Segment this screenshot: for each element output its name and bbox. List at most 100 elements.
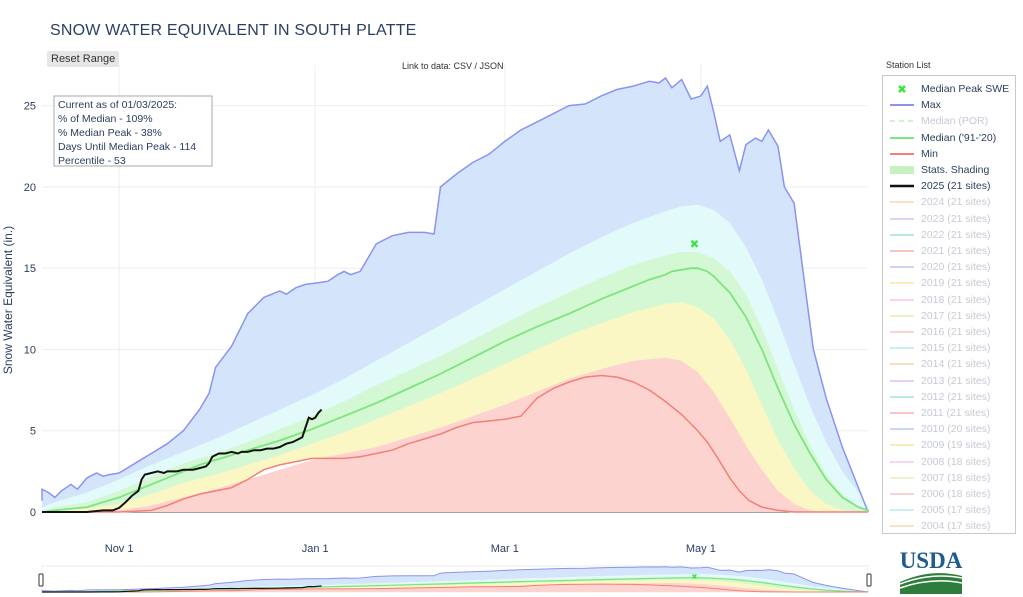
legend-symbol [890, 266, 914, 269]
legend-label: 2009 (19 sites) [921, 439, 991, 452]
y-tick-label: 25 [24, 101, 36, 113]
legend-label: 2024 (21 sites) [921, 196, 991, 209]
info-box: Current as of 01/03/2025: % of Median - … [53, 95, 213, 167]
legend-item[interactable]: 2017 (21 sites) [883, 308, 1015, 324]
y-tick-label: 20 [24, 182, 36, 194]
legend-item[interactable]: Min [883, 146, 1015, 162]
usda-logo: USDA [900, 548, 963, 594]
legend-label: 2012 (21 sites) [921, 390, 991, 403]
legend-label: 2007 (18 sites) [921, 471, 991, 484]
legend-item[interactable]: 2010 (20 sites) [883, 421, 1015, 437]
y-tick-label: 15 [24, 263, 36, 275]
info-line-percentile: Percentile - 53 [58, 155, 126, 167]
legend-item[interactable]: Median ('91-'20) [883, 130, 1015, 146]
legend-symbol [890, 298, 914, 301]
median-line [41, 267, 869, 513]
legend-item[interactable]: 2009 (19 sites) [883, 437, 1015, 453]
legend-symbol [898, 85, 906, 93]
legend-item[interactable]: 2025 (21 sites) [883, 178, 1015, 194]
swe-chart[interactable]: 0 5 10 15 20 25 Nov 1 Jan 1 Mar 1 May 1 Snow Wate… [0, 0, 878, 597]
legend-label: 2004 (17 sites) [921, 520, 991, 533]
legend-label: 2010 (20 sites) [921, 423, 991, 436]
legend-label: Stats. Shading [921, 164, 990, 176]
legend-label: Max [921, 99, 941, 112]
x-tick-label: May 1 [686, 543, 716, 555]
series-lines [41, 76, 869, 513]
legend-item[interactable]: 2006 (18 sites) [883, 486, 1015, 502]
legend-item[interactable]: 2011 (21 sites) [883, 405, 1015, 421]
legend-item[interactable]: 2018 (21 sites) [883, 292, 1015, 308]
legend-item[interactable]: Stats. Shading [883, 162, 1015, 178]
legend-symbol [890, 493, 914, 495]
legend-symbol [890, 379, 914, 382]
legend-symbol [890, 363, 914, 366]
wy2025-line [42, 408, 323, 513]
legend-item[interactable]: 2019 (21 sites) [883, 275, 1015, 291]
axes: 0 5 10 15 20 25 Nov 1 Jan 1 Mar 1 May 1 [24, 101, 716, 555]
legend-symbol [890, 476, 914, 479]
legend-symbol [890, 460, 914, 463]
legend-item[interactable]: 2021 (21 sites) [883, 243, 1015, 259]
x-tick-label: Jan 1 [302, 543, 329, 555]
median-peak-marker [690, 240, 699, 248]
legend: Median Peak SWE Max Median (POR) Median ('9… [882, 75, 1016, 534]
legend-item[interactable]: Median Peak SWE [883, 81, 1015, 97]
slider-wy2025-line [42, 585, 322, 593]
legend-symbol [890, 428, 914, 431]
legend-label: Median (POR) [921, 115, 989, 128]
station-list-label[interactable]: Station List [886, 60, 931, 70]
legend-symbol [890, 217, 914, 220]
legend-label: Median Peak SWE [921, 83, 1010, 95]
legend-item[interactable]: Max [883, 97, 1015, 113]
range-handle-right[interactable] [866, 573, 872, 587]
legend-item[interactable]: 2007 (18 sites) [883, 470, 1015, 486]
legend-symbol [890, 444, 914, 447]
legend-item[interactable]: 2008 (18 sites) [883, 454, 1015, 470]
legend-symbol [890, 347, 914, 350]
info-line-median: % of Median - 109% [58, 113, 153, 125]
legend-label: 2018 (21 sites) [921, 293, 991, 306]
legend-label: 2013 (21 sites) [921, 374, 991, 387]
legend-item[interactable]: 2013 (21 sites) [883, 373, 1015, 389]
legend-label: 2019 (21 sites) [921, 277, 991, 290]
percentile-bands [42, 78, 868, 513]
reset-range-button[interactable]: Reset Range [47, 51, 120, 67]
legend-label: 2016 (21 sites) [921, 326, 991, 338]
legend-symbol [890, 136, 914, 139]
slider-peak-marker [691, 573, 697, 579]
y-tick-label: 0 [30, 507, 36, 519]
legend-item[interactable]: 2016 (21 sites) [883, 324, 1015, 340]
legend-item[interactable]: 2004 (17 sites) [883, 518, 1015, 533]
legend-label: 2025 (21 sites) [921, 180, 991, 193]
page-title: SNOW WATER EQUIVALENT IN SOUTH PLATTE [50, 22, 417, 39]
data-link[interactable]: Link to data: CSV / JSON [402, 61, 504, 71]
legend-label: 2008 (18 sites) [921, 455, 991, 468]
legend-label: 2011 (21 sites) [921, 407, 990, 419]
legend-item[interactable]: 2005 (17 sites) [883, 502, 1015, 518]
legend-label: 2014 (21 sites) [921, 358, 991, 371]
min-line [42, 374, 868, 513]
range-handle-left[interactable] [38, 573, 44, 587]
legend-item[interactable]: 2012 (21 sites) [883, 389, 1015, 405]
legend-label: 2021 (21 sites) [921, 245, 991, 257]
legend-item[interactable]: 2015 (21 sites) [883, 340, 1015, 356]
legend-item[interactable]: 2014 (21 sites) [883, 356, 1015, 372]
legend-label: 2015 (21 sites) [921, 342, 991, 355]
legend-label: 2005 (17 sites) [921, 504, 991, 517]
legend-item[interactable]: 2020 (21 sites) [883, 259, 1015, 275]
legend-item[interactable]: 2022 (21 sites) [883, 227, 1015, 243]
legend-symbol [890, 412, 914, 414]
range-slider[interactable] [38, 565, 872, 593]
legend-symbol [890, 314, 914, 317]
info-line-median-peak: % Median Peak - 38% [58, 127, 162, 139]
legend-item[interactable]: 2023 (21 sites) [883, 211, 1015, 227]
legend-item[interactable]: Median (POR) [883, 113, 1015, 129]
info-line-date: Current as of 01/03/2025: [58, 99, 177, 111]
legend-symbol [890, 233, 914, 236]
legend-symbol [890, 201, 914, 204]
legend-symbol [890, 395, 914, 398]
legend-item[interactable]: 2024 (21 sites) [883, 194, 1015, 210]
slider-max-line [41, 566, 869, 593]
legend-symbol [890, 525, 914, 528]
legend-symbol [890, 120, 914, 123]
